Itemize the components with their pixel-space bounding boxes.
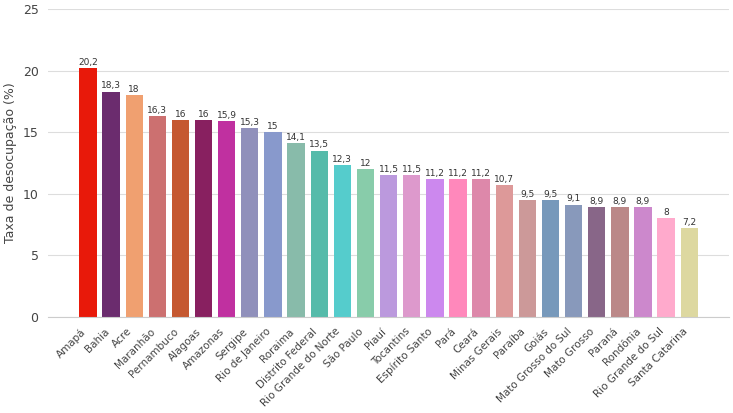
Bar — [588, 207, 605, 316]
Bar — [658, 218, 675, 316]
Bar — [218, 121, 235, 316]
Bar — [611, 207, 628, 316]
Text: 15,9: 15,9 — [217, 111, 237, 120]
Text: 9,1: 9,1 — [567, 195, 581, 204]
Bar — [241, 128, 259, 316]
Y-axis label: Taxa de desocupação (%): Taxa de desocupação (%) — [4, 83, 17, 243]
Bar — [172, 120, 189, 316]
Bar — [334, 165, 351, 316]
Text: 8,9: 8,9 — [613, 197, 627, 206]
Text: 12: 12 — [360, 159, 371, 168]
Text: 8: 8 — [663, 208, 669, 217]
Bar — [403, 175, 421, 316]
Text: 13,5: 13,5 — [309, 140, 329, 150]
Text: 11,5: 11,5 — [378, 165, 399, 174]
Text: 16: 16 — [174, 109, 186, 119]
Bar — [103, 92, 119, 316]
Bar — [634, 207, 652, 316]
Text: 14,1: 14,1 — [286, 133, 306, 142]
Text: 12,3: 12,3 — [332, 155, 353, 164]
Text: 11,5: 11,5 — [402, 165, 421, 174]
Bar — [449, 179, 467, 316]
Bar — [496, 185, 513, 316]
Text: 8,9: 8,9 — [636, 197, 650, 206]
Bar — [311, 151, 328, 316]
Text: 18,3: 18,3 — [101, 81, 121, 90]
Bar — [195, 120, 213, 316]
Text: 8,9: 8,9 — [589, 197, 604, 206]
Text: 11,2: 11,2 — [425, 169, 445, 178]
Bar — [380, 175, 397, 316]
Text: 7,2: 7,2 — [682, 218, 696, 227]
Bar — [426, 179, 443, 316]
Bar — [472, 179, 490, 316]
Text: 11,2: 11,2 — [448, 169, 468, 178]
Bar — [542, 200, 559, 316]
Bar — [125, 95, 143, 316]
Bar — [79, 68, 97, 316]
Text: 9,5: 9,5 — [543, 190, 558, 199]
Text: 18: 18 — [128, 85, 140, 94]
Bar — [565, 205, 582, 316]
Text: 15: 15 — [268, 122, 279, 131]
Text: 11,2: 11,2 — [471, 169, 491, 178]
Bar — [149, 116, 166, 316]
Text: 20,2: 20,2 — [78, 58, 97, 67]
Bar — [519, 200, 536, 316]
Text: 16: 16 — [198, 109, 210, 119]
Text: 9,5: 9,5 — [520, 190, 534, 199]
Bar — [287, 143, 305, 316]
Bar — [357, 169, 374, 316]
Text: 10,7: 10,7 — [494, 175, 515, 184]
Text: 16,3: 16,3 — [147, 106, 167, 115]
Bar — [265, 132, 281, 316]
Text: 15,3: 15,3 — [240, 118, 259, 127]
Bar — [680, 228, 698, 316]
